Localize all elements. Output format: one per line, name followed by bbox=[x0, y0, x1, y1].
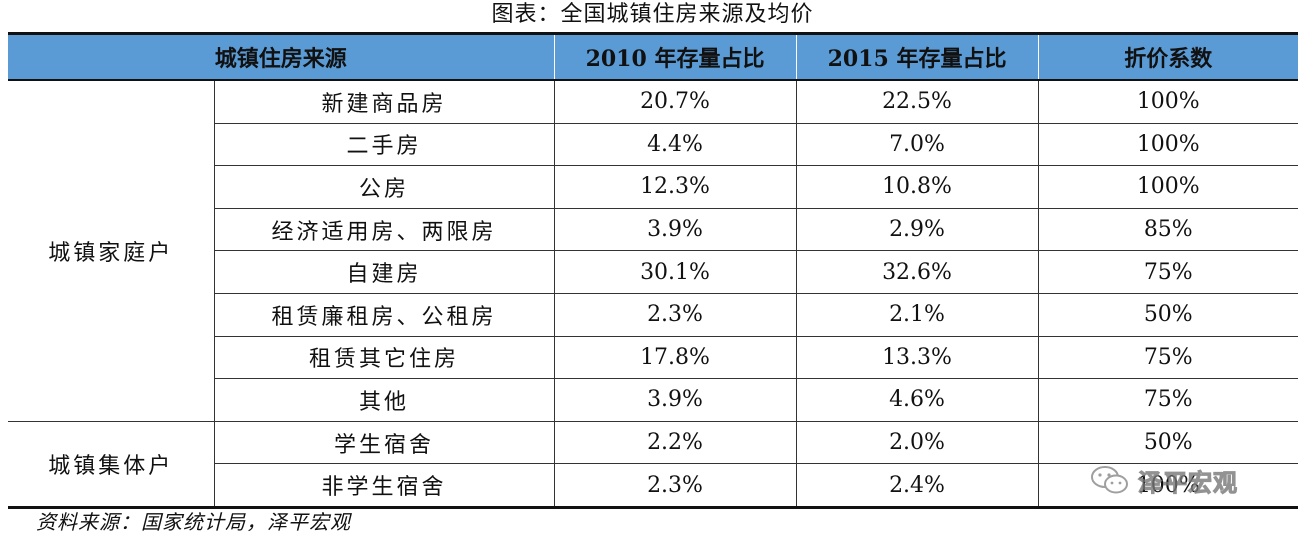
table-row: 租赁其它住房 17.8% 13.3% 75% bbox=[8, 336, 1299, 380]
row-2010: 3.9% bbox=[553, 378, 797, 422]
row-coef: 75% bbox=[1037, 250, 1299, 294]
row-source: 经济适用房、两限房 bbox=[213, 208, 555, 252]
row-coef: 85% bbox=[1037, 208, 1299, 252]
header-coef: 折价系数 bbox=[1037, 32, 1299, 81]
row-coef: 100% bbox=[1037, 80, 1299, 124]
row-2015: 13.3% bbox=[795, 336, 1039, 380]
row-2015: 2.1% bbox=[795, 293, 1039, 337]
row-coef: 75% bbox=[1037, 378, 1299, 422]
table-header-row: 城镇住房来源 2010 年存量占比 2015 年存量占比 折价系数 bbox=[8, 32, 1299, 81]
row-2015: 2.4% bbox=[795, 463, 1039, 509]
row-source: 二手房 bbox=[213, 123, 555, 167]
header-source: 城镇住房来源 bbox=[8, 32, 555, 81]
row-2015: 10.8% bbox=[795, 165, 1039, 209]
table-row: 租赁廉租房、公租房 2.3% 2.1% 50% bbox=[8, 293, 1299, 337]
row-coef: 100% bbox=[1037, 123, 1299, 167]
wechat-icon bbox=[1091, 466, 1128, 494]
row-source: 公房 bbox=[213, 165, 555, 209]
row-source: 租赁廉租房、公租房 bbox=[213, 293, 555, 337]
table-row: 经济适用房、两限房 3.9% 2.9% 85% bbox=[8, 208, 1299, 252]
source-note: 资料来源：国家统计局，泽平宏观 bbox=[36, 510, 351, 534]
row-coef: 75% bbox=[1037, 336, 1299, 380]
watermark-text: 泽平宏观 bbox=[1138, 468, 1238, 497]
row-2015: 2.0% bbox=[795, 421, 1039, 465]
table-row: 自建房 30.1% 32.6% 75% bbox=[8, 250, 1299, 294]
row-coef: 50% bbox=[1037, 421, 1299, 465]
row-2010: 17.8% bbox=[553, 336, 797, 380]
row-coef: 50% bbox=[1037, 293, 1299, 337]
table-row: 非学生宿舍 2.3% 2.4% 100% bbox=[8, 463, 1299, 509]
watermark: 泽平宏观 bbox=[1090, 460, 1290, 500]
table-row: 城镇集体户 学生宿舍 2.2% 2.0% 50% bbox=[8, 421, 1299, 509]
row-2010: 4.4% bbox=[553, 123, 797, 167]
figure-title: 图表：全国城镇住房来源及均价 bbox=[491, 2, 814, 27]
table-row: 二手房 4.4% 7.0% 100% bbox=[8, 123, 1299, 167]
group-label: 城镇家庭户 bbox=[8, 80, 214, 422]
row-source: 学生宿舍 bbox=[213, 421, 555, 465]
row-source: 非学生宿舍 bbox=[213, 463, 555, 509]
row-2015: 2.9% bbox=[795, 208, 1039, 252]
row-source: 自建房 bbox=[213, 250, 555, 294]
housing-source-table: 城镇住房来源 2010 年存量占比 2015 年存量占比 折价系数 城镇家庭户 … bbox=[8, 32, 1299, 509]
row-2010: 20.7% bbox=[553, 80, 797, 124]
table-row: 公房 12.3% 10.8% 100% bbox=[8, 165, 1299, 209]
row-2015: 22.5% bbox=[795, 80, 1039, 124]
row-2010: 30.1% bbox=[553, 250, 797, 294]
row-source: 新建商品房 bbox=[213, 80, 555, 124]
row-coef: 100% bbox=[1037, 463, 1299, 509]
row-2010: 2.3% bbox=[553, 463, 797, 509]
header-2015: 2015 年存量占比 bbox=[795, 32, 1039, 81]
row-source: 其他 bbox=[213, 378, 555, 422]
row-2015: 32.6% bbox=[795, 250, 1039, 294]
row-2015: 4.6% bbox=[795, 378, 1039, 422]
row-source: 租赁其它住房 bbox=[213, 336, 555, 380]
group-label: 城镇集体户 bbox=[8, 421, 214, 509]
row-2010: 12.3% bbox=[553, 165, 797, 209]
table-row: 其他 3.9% 4.6% 75% bbox=[8, 378, 1299, 422]
row-2010: 3.9% bbox=[553, 208, 797, 252]
table-row: 城镇家庭户 新建商品房 20.7% 22.5% 100% bbox=[8, 80, 1299, 422]
row-2010: 2.3% bbox=[553, 293, 797, 337]
header-2010: 2010 年存量占比 bbox=[553, 32, 797, 81]
row-2015: 7.0% bbox=[795, 123, 1039, 167]
row-2010: 2.2% bbox=[553, 421, 797, 465]
row-coef: 100% bbox=[1037, 165, 1299, 209]
